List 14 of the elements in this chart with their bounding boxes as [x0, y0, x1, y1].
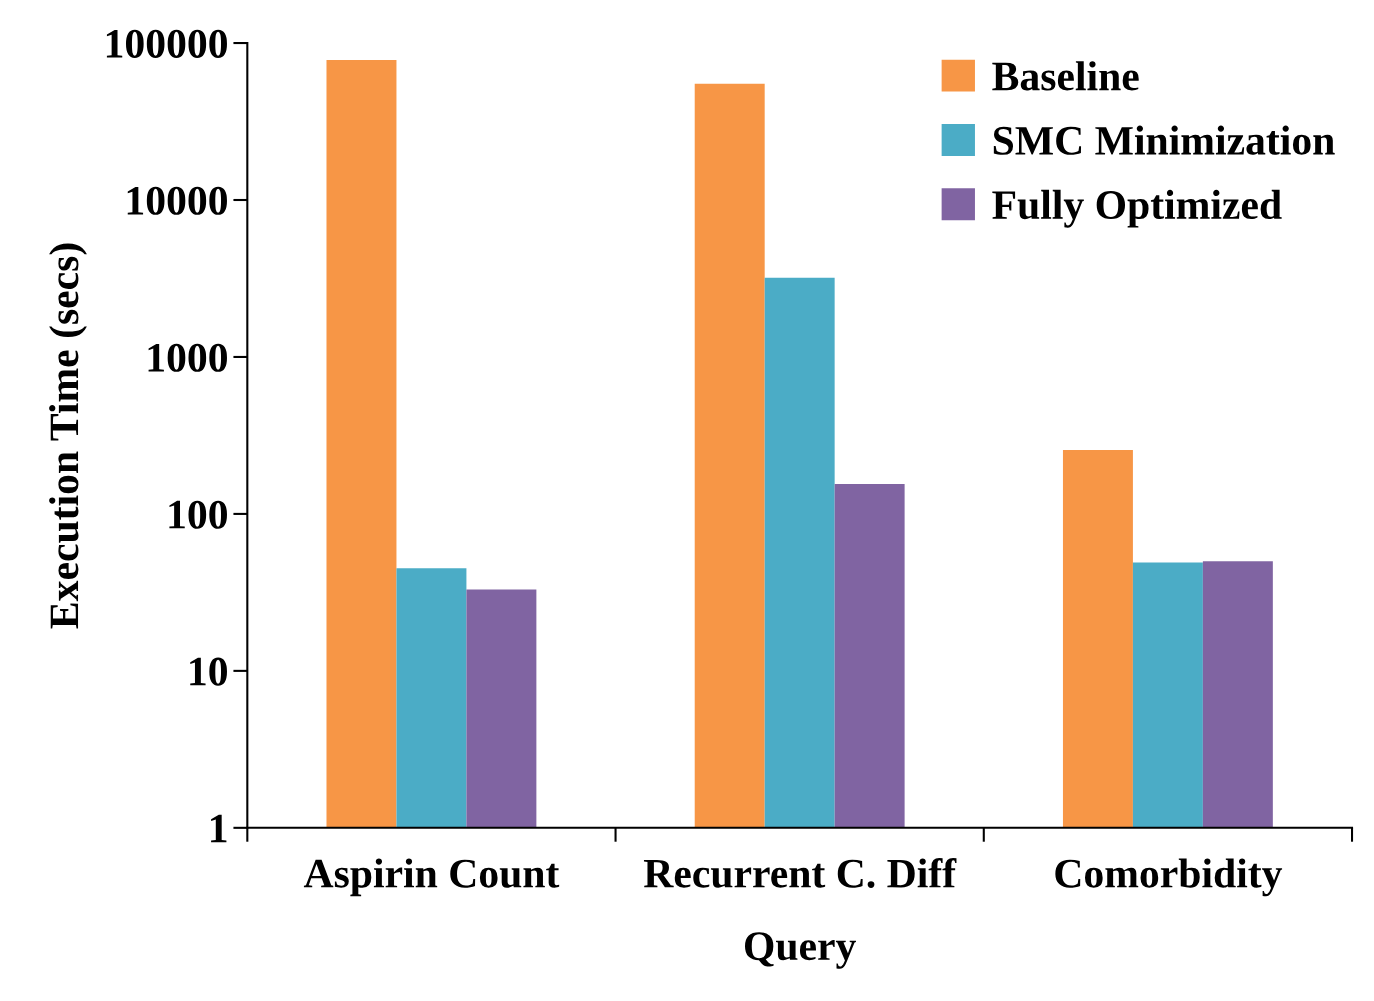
x-tick-label: Recurrent C. Diff: [643, 857, 957, 888]
y-axis-title: Execution Time (secs): [49, 243, 87, 629]
legend-label: Fully Optimized: [992, 189, 1282, 228]
x-axis-title: Query: [745, 932, 856, 969]
x-tick-label: Comorbidity: [1055, 858, 1283, 897]
legend-label: Baseline: [992, 61, 1139, 91]
y-tick-label: 1000: [148, 343, 227, 372]
y-tick-label: 100000: [106, 29, 227, 58]
y-tick-label: 100: [169, 500, 227, 529]
y-tick-label: 1: [211, 814, 227, 843]
legend-label: SMC Minimization: [993, 125, 1335, 155]
y-tick-label: 10: [190, 657, 227, 686]
x-tick-label: Aspirin Count: [303, 858, 560, 897]
y-tick-label: 10000: [127, 186, 227, 215]
